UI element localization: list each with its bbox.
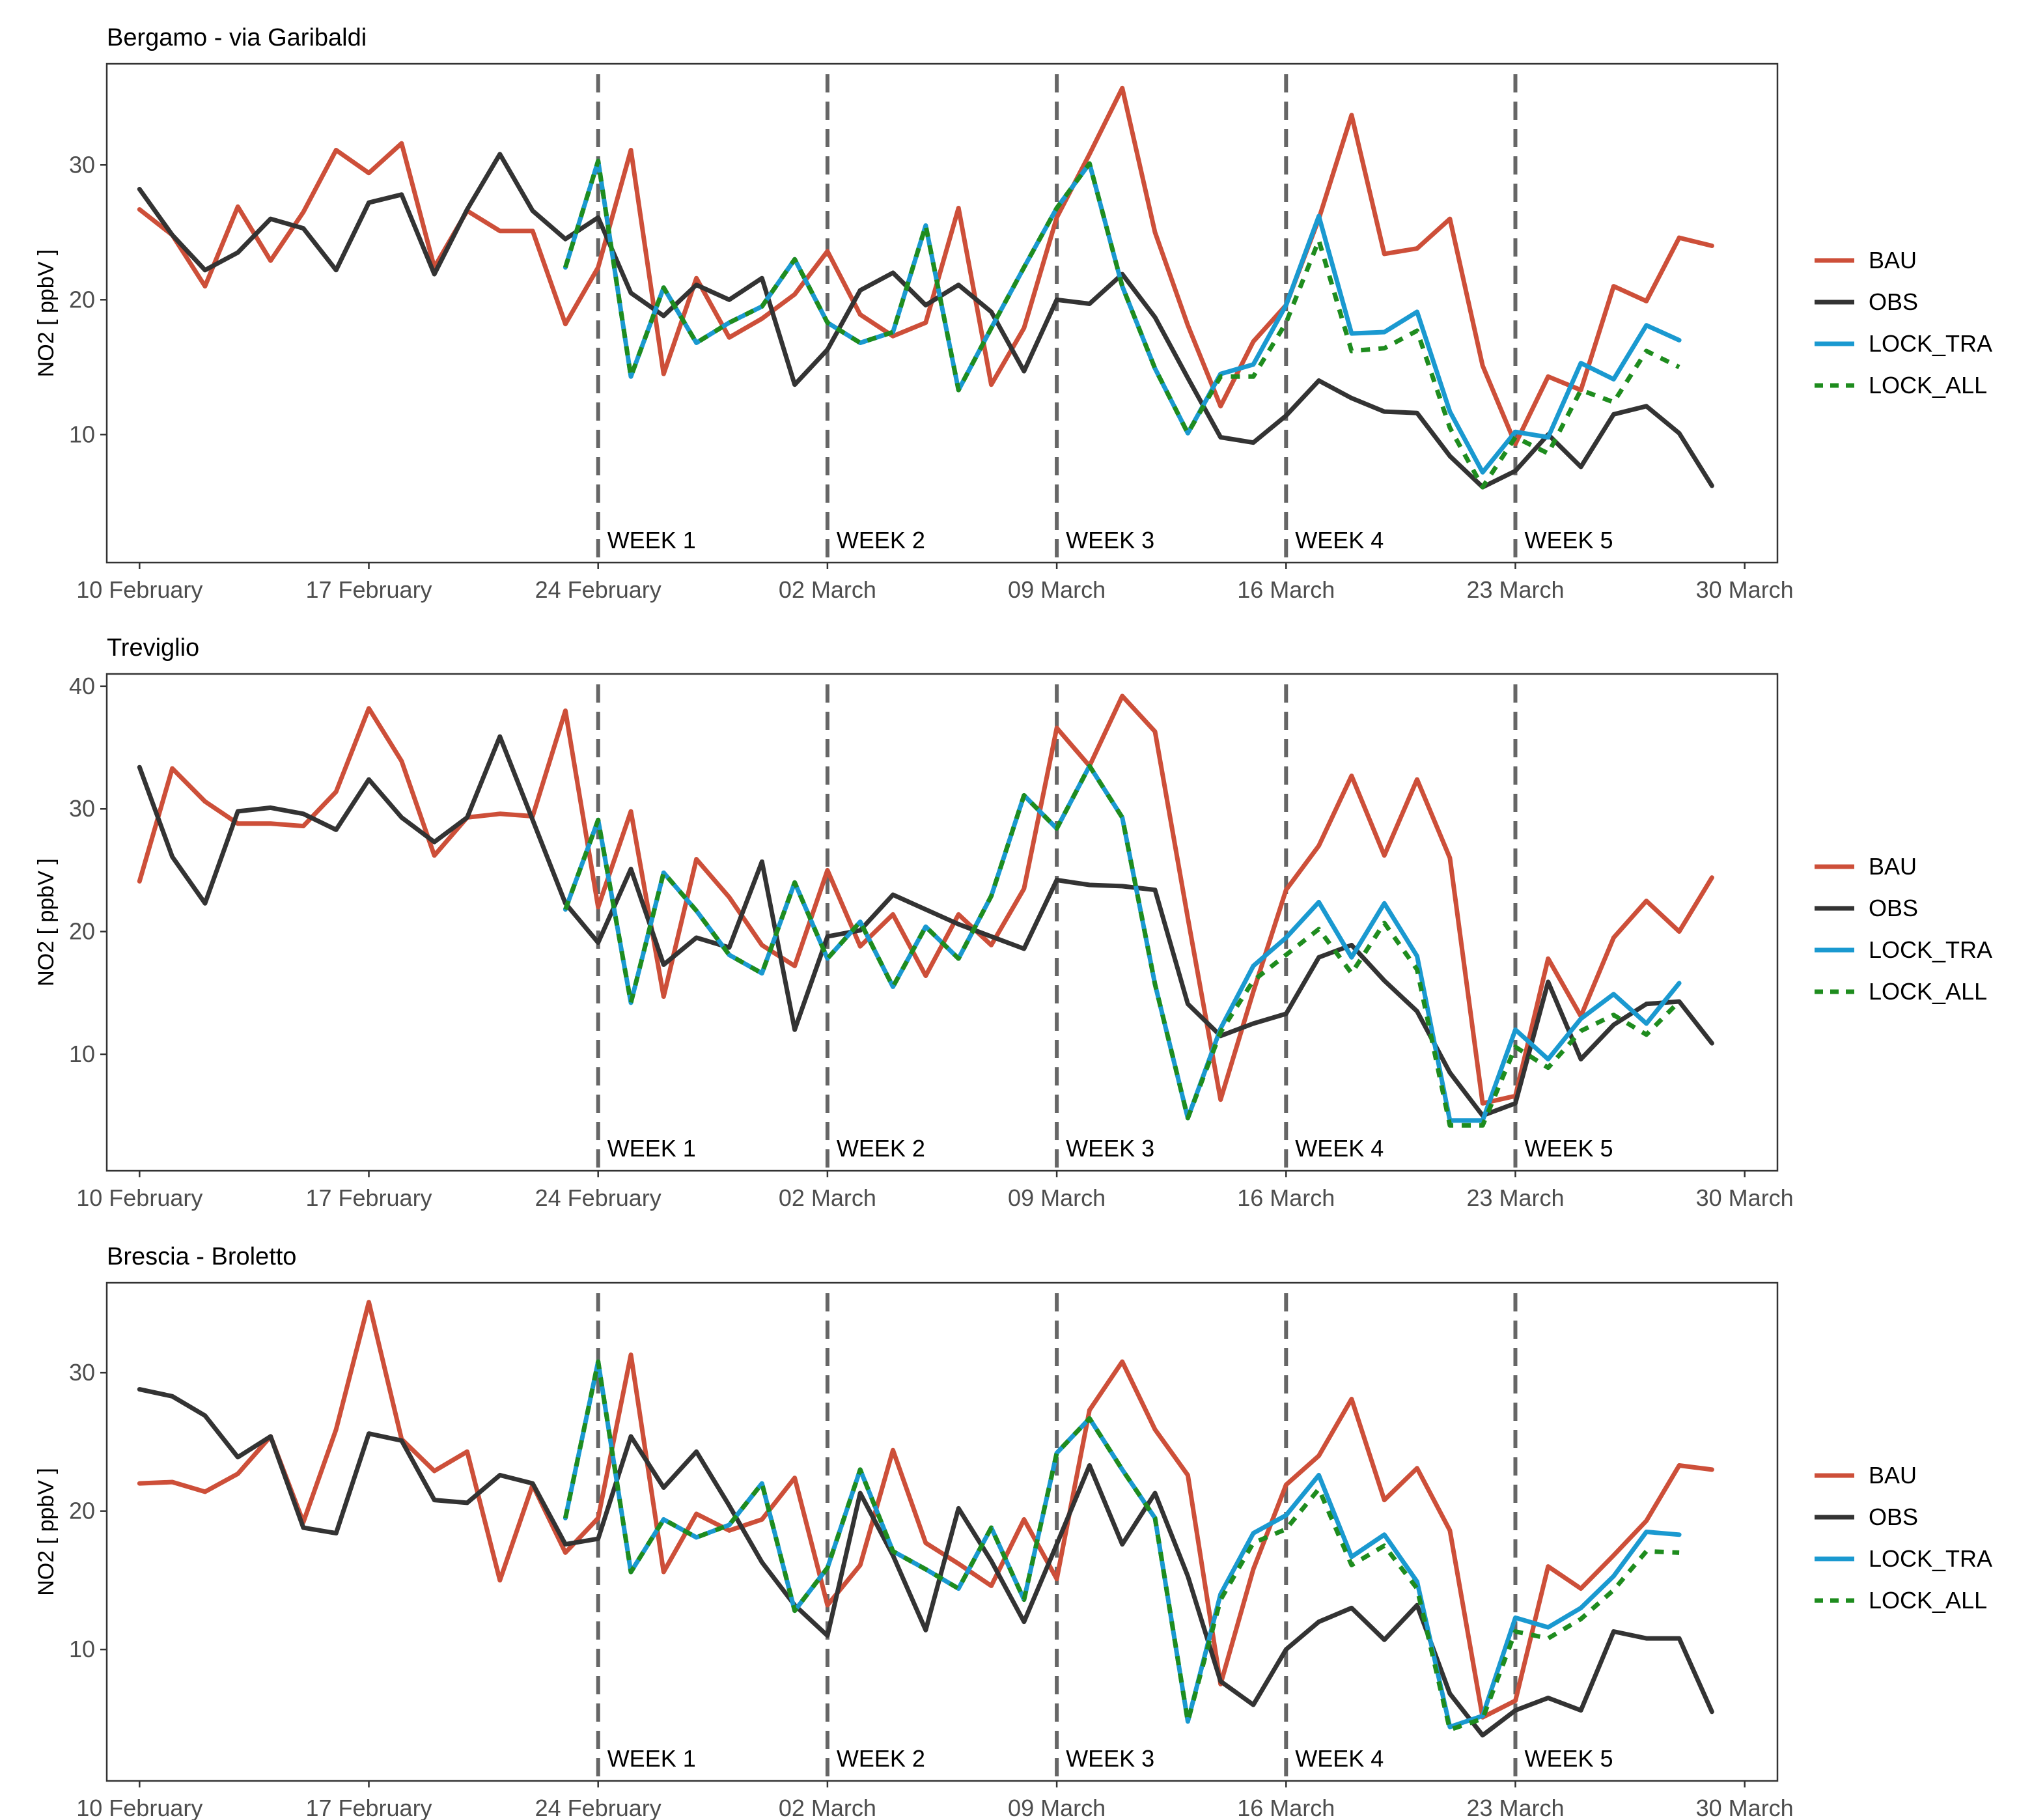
series-line-bau (137, 1300, 1714, 1720)
week-label: WEEK 3 (1066, 1745, 1154, 1772)
plot-frame (105, 63, 1779, 564)
legend-label: LOCK_TRA (1869, 330, 1992, 357)
legend-label: OBS (1869, 895, 1918, 921)
series-line-obs (137, 734, 1714, 1118)
chart-title: Treviglio (107, 634, 199, 662)
week-label: WEEK 3 (1066, 1135, 1154, 1162)
legend-label: OBS (1869, 1504, 1918, 1530)
series-line-obs (137, 152, 1714, 490)
week-label: WEEK 2 (837, 1745, 925, 1772)
week-label: WEEK 4 (1295, 1135, 1384, 1162)
x-tick-label: 10 February (76, 1184, 202, 1211)
x-tick-label: 24 February (535, 1184, 661, 1211)
x-tick-label: 16 March (1237, 1795, 1335, 1820)
legend: BAU OBS LOCK_TRA LOCK_ALL (1815, 247, 1992, 399)
x-tick-label: 16 March (1237, 576, 1335, 603)
legend: BAU OBS LOCK_TRA LOCK_ALL (1815, 1462, 1992, 1614)
legend-label: BAU (1869, 247, 1917, 273)
legend-label: LOCK_ALL (1869, 372, 1987, 399)
y-tick-label: 30 (69, 151, 95, 178)
legend-label: LOCK_ALL (1869, 978, 1987, 1005)
y-axis-label: NO2 [ ppbV ] (34, 1468, 59, 1596)
x-tick-label: 02 March (779, 1795, 876, 1820)
x-tick-label: 23 March (1466, 1184, 1564, 1211)
chart-title: Bergamo - via Garibaldi (107, 24, 367, 51)
x-tick-label: 23 March (1466, 576, 1564, 603)
x-tick-label: 09 March (1008, 576, 1106, 603)
y-axis-label: NO2 [ ppbV ] (34, 858, 59, 987)
legend-label: BAU (1869, 1462, 1917, 1489)
y-tick-label: 30 (69, 795, 95, 822)
series-line-lock-all (563, 158, 1680, 490)
x-tick-label: 24 February (535, 576, 661, 603)
legend-label: BAU (1869, 853, 1917, 880)
week-label: WEEK 3 (1066, 527, 1154, 553)
series-line-lock-tra (563, 1359, 1682, 1729)
y-axis-label: NO2 [ ppbV ] (34, 249, 59, 378)
week-label: WEEK 1 (607, 527, 696, 553)
series-line-bau (137, 693, 1714, 1106)
x-tick-label: 24 February (535, 1795, 661, 1820)
x-tick-label: 16 March (1237, 1184, 1335, 1211)
y-tick-label: 10 (69, 1636, 95, 1662)
y-tick-label: 10 (69, 1041, 95, 1067)
week-label: WEEK 1 (607, 1135, 696, 1162)
series-line-obs (137, 1387, 1714, 1738)
week-label: WEEK 5 (1524, 1745, 1613, 1772)
week-label: WEEK 5 (1524, 1135, 1613, 1162)
legend-label: LOCK_TRA (1869, 1545, 1992, 1572)
legend: BAU OBS LOCK_TRA LOCK_ALL (1815, 853, 1992, 1005)
week-label: WEEK 5 (1524, 527, 1613, 553)
y-tick-label: 20 (69, 286, 95, 313)
y-tick-label: 40 (69, 673, 95, 699)
chart-panel-2: Treviglio NO2 [ ppbV ] 10 20 30 40 10 February… (34, 634, 1992, 1211)
legend-label: OBS (1869, 288, 1918, 315)
legend-label: LOCK_TRA (1869, 936, 1992, 963)
plot-frame (105, 1281, 1779, 1782)
week-label: WEEK 1 (607, 1745, 696, 1772)
week-label: WEEK 4 (1295, 527, 1384, 553)
week-label: WEEK 2 (837, 1135, 925, 1162)
series-line-lock-all (563, 763, 1681, 1128)
x-tick-label: 30 March (1696, 1795, 1794, 1820)
x-tick-label: 30 March (1696, 1184, 1794, 1211)
y-tick-label: 20 (69, 918, 95, 945)
x-tick-label: 17 February (305, 576, 432, 603)
plot-frame (105, 673, 1779, 1172)
x-tick-label: 23 March (1466, 1795, 1564, 1820)
x-tick-label: 09 March (1008, 1795, 1106, 1820)
week-label: WEEK 2 (837, 527, 925, 553)
x-tick-label: 17 February (305, 1795, 432, 1820)
x-tick-label: 10 February (76, 576, 202, 603)
x-tick-label: 17 February (305, 1184, 432, 1211)
series-line-lock-tra (563, 158, 1682, 475)
series-line-bau (137, 85, 1714, 447)
chart-panel-3: Brescia - Broletto NO2 [ ppbV ] 10 20 30 10 F… (34, 1243, 1992, 1820)
y-tick-label: 30 (69, 1359, 95, 1386)
x-tick-label: 30 March (1696, 576, 1794, 603)
legend-label: LOCK_ALL (1869, 1587, 1987, 1614)
x-tick-label: 02 March (779, 576, 876, 603)
y-tick-label: 10 (69, 421, 95, 447)
chart-panel-1: Bergamo - via Garibaldi NO2 [ ppbV ] 10 20 3… (34, 24, 1992, 603)
x-tick-label: 09 March (1008, 1184, 1106, 1211)
chart-title: Brescia - Broletto (107, 1243, 296, 1270)
x-tick-label: 02 March (779, 1184, 876, 1211)
x-tick-label: 10 February (76, 1795, 202, 1820)
y-tick-label: 20 (69, 1498, 95, 1524)
week-label: WEEK 4 (1295, 1745, 1384, 1772)
